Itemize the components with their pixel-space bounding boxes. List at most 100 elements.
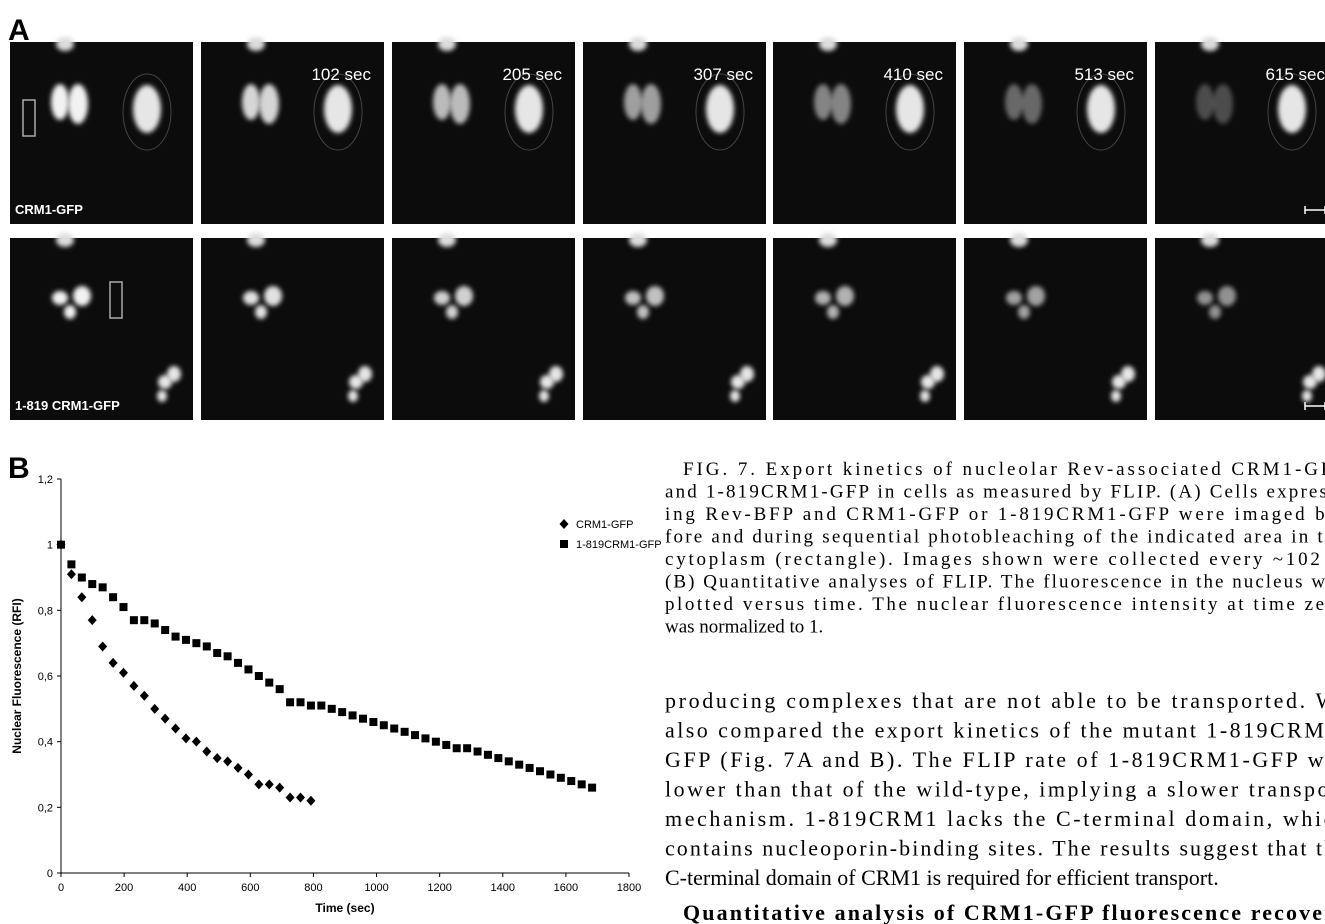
micrograph [583, 233, 766, 420]
nucleus [637, 305, 649, 319]
nucleus [920, 390, 930, 402]
point [66, 569, 76, 580]
point [87, 615, 97, 626]
bleach-rectangle [22, 99, 36, 137]
section-heading: Quantitative analysis of CRM1-GFP fluore… [683, 900, 1325, 924]
point [556, 773, 565, 782]
nucleus [157, 390, 167, 402]
cell-outline [885, 73, 935, 151]
point [108, 657, 118, 668]
point [390, 724, 399, 733]
nucleus [1312, 366, 1325, 382]
nucleus [1197, 291, 1213, 305]
point [536, 767, 545, 776]
nucleus [1218, 286, 1236, 306]
point [57, 540, 65, 549]
y-tick-label: 0,4 [38, 737, 53, 749]
cell-glow [247, 233, 265, 247]
legend-label: CRM1-GFP [576, 519, 633, 531]
micrograph-frame [1155, 238, 1325, 420]
x-tick-label: 1800 [617, 882, 641, 894]
micrograph-frame [964, 42, 1147, 224]
cell-outline [695, 73, 745, 151]
micrograph: 410 sec [773, 37, 956, 224]
point [525, 763, 534, 772]
micrograph [964, 233, 1147, 420]
time-label: 307 sec [693, 65, 753, 84]
caption-line: FIG. 7. Export kinetics of nucleolar Rev… [683, 459, 1325, 480]
cell-glow [438, 233, 456, 247]
point [67, 560, 76, 569]
nucleus [539, 390, 549, 402]
body-line: C-terminal domain of CRM1 is required fo… [665, 865, 1219, 890]
cell-glow [629, 37, 647, 51]
point [139, 690, 149, 701]
micrograph-frame [1155, 42, 1325, 224]
nucleus [515, 85, 543, 133]
point [411, 731, 420, 740]
body-line: producing complexes that are not able to… [665, 688, 1325, 713]
nucleus [450, 84, 470, 124]
nucleus [73, 286, 91, 306]
nucleus [434, 291, 450, 305]
point [296, 792, 306, 803]
nucleus [641, 84, 661, 124]
nucleus [827, 305, 839, 319]
y-tick-label: 0,8 [38, 605, 53, 617]
nucleus [455, 286, 473, 306]
point [473, 747, 482, 756]
y-tick-label: 0,6 [38, 671, 53, 683]
nucleus [52, 291, 68, 305]
nucleus [624, 84, 642, 120]
micrograph: 307 sec [583, 37, 766, 224]
micrograph-frame [392, 238, 575, 420]
nucleus [1087, 85, 1115, 133]
point [358, 714, 367, 723]
nucleus [446, 305, 458, 319]
point [306, 701, 315, 710]
micrograph-frame [201, 238, 384, 420]
point [577, 780, 586, 789]
caption-line: was normalized to 1. [665, 617, 823, 638]
nucleus [433, 84, 451, 120]
nucleus [646, 286, 664, 306]
point [234, 658, 243, 667]
x-tick-label: 1000 [364, 882, 388, 894]
nucleus [1278, 85, 1306, 133]
nucleus [814, 84, 832, 120]
nucleus [64, 305, 76, 319]
scale-bar [1304, 206, 1325, 214]
cell-glow [819, 233, 837, 247]
point [264, 779, 274, 790]
micrograph-frame [964, 238, 1147, 420]
x-tick-label: 200 [115, 882, 133, 894]
nucleus [815, 291, 831, 305]
point [338, 708, 347, 717]
cell-glow [438, 37, 456, 51]
point [244, 665, 253, 674]
point [202, 642, 211, 651]
time-label: 102 sec [311, 65, 371, 84]
nucleus [243, 291, 259, 305]
nucleus [133, 85, 161, 133]
nucleus [358, 366, 372, 382]
panel-a-label: A [8, 14, 30, 47]
panel-b-label: B [8, 452, 30, 485]
point [161, 626, 170, 635]
point [140, 616, 149, 625]
point [369, 717, 378, 726]
point [223, 756, 233, 767]
point [77, 573, 86, 582]
point [150, 619, 159, 628]
legend-marker [559, 519, 569, 529]
nucleus [242, 84, 260, 120]
nucleus [1196, 84, 1214, 120]
nucleus [1022, 84, 1042, 124]
nucleus [1006, 291, 1022, 305]
micrograph: CRM1-GFP [10, 37, 193, 224]
x-tick-label: 1200 [427, 882, 451, 894]
point [181, 635, 190, 644]
micrograph-frame [583, 42, 766, 224]
